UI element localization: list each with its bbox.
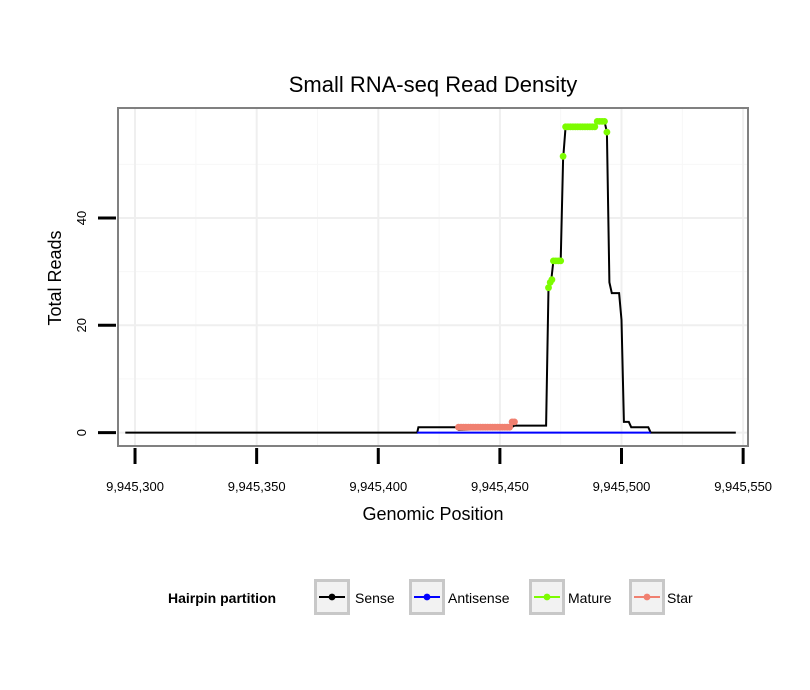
x-tick-label: 9,945,400: [349, 479, 407, 494]
legend-label: Star: [667, 590, 693, 606]
x-axis-title: Genomic Position: [362, 504, 503, 524]
legend-key-point: [328, 593, 336, 601]
x-tick-label: 9,945,350: [228, 479, 286, 494]
legend-label: Sense: [355, 590, 395, 606]
x-tick-label: 9,945,550: [714, 479, 772, 494]
y-tick-label: 40: [74, 211, 89, 225]
x-tick-label: 9,945,300: [106, 479, 164, 494]
axes: 9,945,300 9,945,350 9,945,400 9,945,450 9,94…: [74, 211, 772, 494]
x-tick-label: 9,945,450: [471, 479, 529, 494]
y-tick-label: 0: [74, 429, 89, 436]
series-mature: [545, 118, 611, 292]
legend-label: Mature: [568, 590, 612, 606]
legend: Hairpin partition Sense Antisense Mature St…: [168, 579, 693, 615]
legend-key-point: [643, 593, 651, 601]
legend-label: Antisense: [448, 590, 510, 606]
data-point-star: [511, 418, 518, 426]
panel-background: [118, 108, 748, 446]
data-point-mature: [548, 276, 556, 284]
x-tick-label: 9,945,500: [593, 479, 651, 494]
gridlines: [118, 108, 748, 446]
data-point-mature: [591, 123, 599, 131]
series-star: [455, 418, 518, 431]
legend-key-point: [543, 593, 551, 601]
y-axis-title: Total Reads: [45, 230, 65, 325]
legend-key-point: [423, 593, 431, 601]
series-layer: [125, 118, 736, 434]
plot-panel: [118, 108, 748, 446]
data-point-star: [506, 423, 513, 431]
data-point-mature: [559, 152, 567, 160]
panel-border: [117, 107, 749, 447]
legend-title: Hairpin partition: [168, 590, 276, 606]
data-point-mature: [557, 257, 565, 265]
data-point-mature: [603, 128, 611, 136]
chart-title: Small RNA-seq Read Density: [289, 72, 578, 97]
y-tick-label: 20: [74, 318, 89, 332]
data-point-mature: [601, 118, 608, 125]
data-point-mature: [545, 284, 552, 292]
